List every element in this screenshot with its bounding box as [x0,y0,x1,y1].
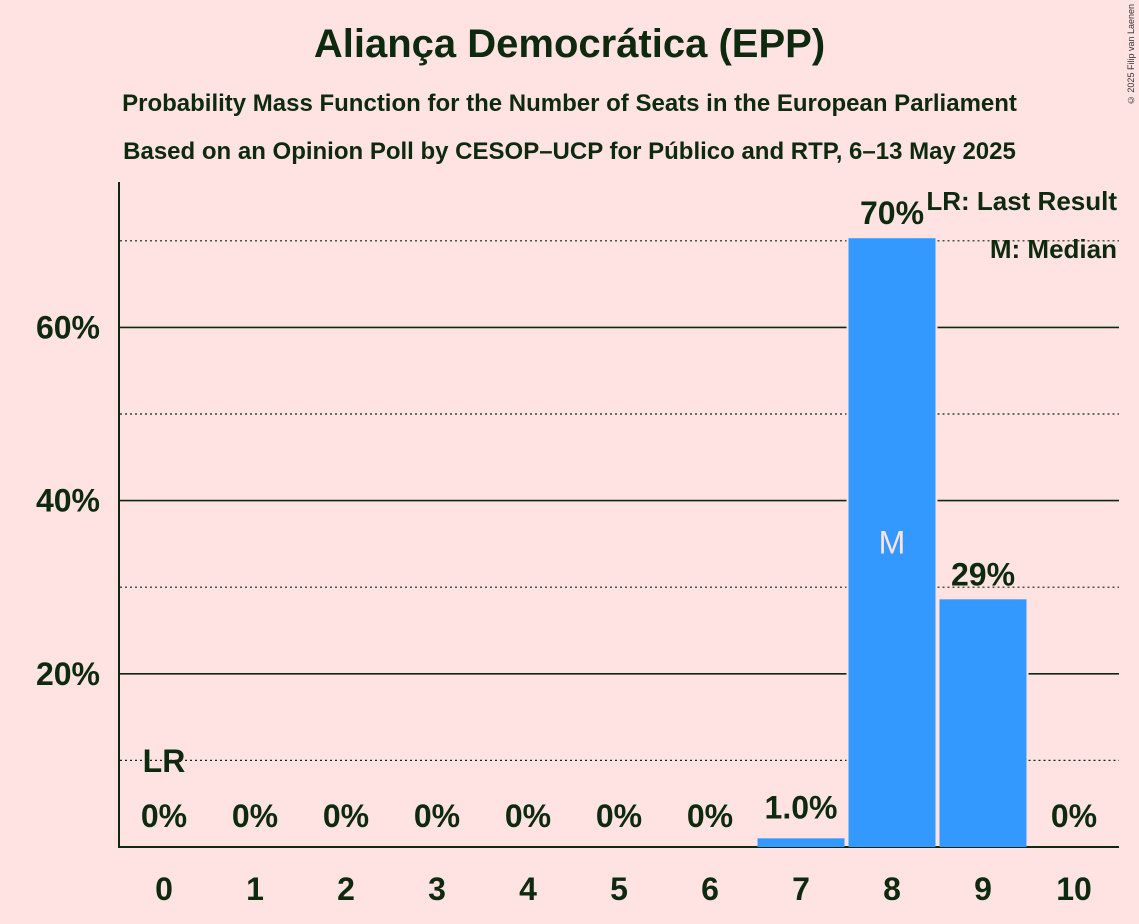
median-marker: M [879,525,906,561]
data-label: 0% [232,798,278,834]
x-tick-label: 3 [428,871,446,907]
chart-subtitle-2: Based on an Opinion Poll by CESOP–UCP fo… [123,138,1016,165]
x-tick-label: 9 [974,871,992,907]
x-tick-label: 8 [883,871,901,907]
data-label: 1.0% [765,789,838,825]
data-label: 0% [596,798,642,834]
bar-seat-9 [939,599,1027,847]
data-label: 70% [860,195,924,231]
data-label: 0% [414,798,460,834]
x-tick-label: 7 [792,871,810,907]
x-tick-label: 5 [610,871,628,907]
data-label: 29% [951,556,1015,592]
legend-median: M: Median [990,234,1117,264]
x-tick-label: 10 [1056,871,1092,907]
chart-title: Aliança Democrática (EPP) [313,22,826,66]
data-label: 0% [1051,798,1097,834]
bar-seat-8 [848,238,936,847]
data-label: 0% [141,798,187,834]
x-tick-label: 6 [701,871,719,907]
data-label: 0% [687,798,733,834]
x-tick-label: 0 [155,871,173,907]
y-tick-label: 20% [36,656,100,692]
legend-last-result: LR: Last Result [926,186,1117,216]
last-result-marker: LR [143,743,186,779]
y-tick-label: 40% [36,483,100,519]
chart-subtitle-1: Probability Mass Function for the Number… [122,90,1017,117]
x-tick-label: 4 [519,871,537,907]
data-label: 0% [505,798,551,834]
data-label: 0% [323,798,369,834]
x-tick-label: 1 [246,871,264,907]
bar-seat-7 [757,838,845,847]
y-tick-label: 60% [36,309,100,345]
x-tick-label: 2 [337,871,355,907]
